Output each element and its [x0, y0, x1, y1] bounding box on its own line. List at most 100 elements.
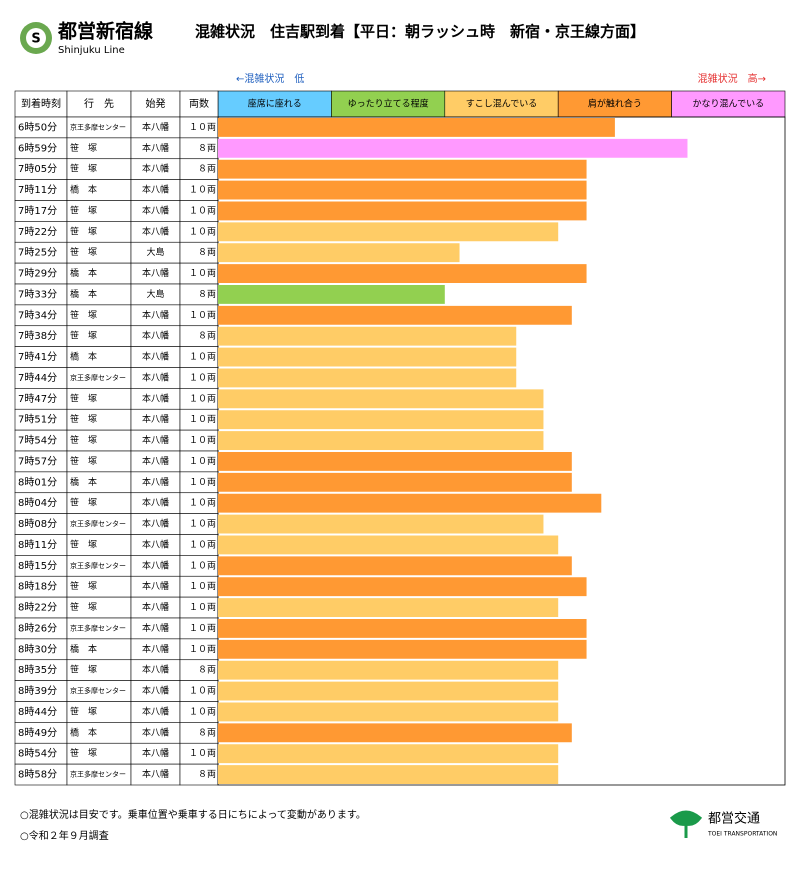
table-text: 笹 塚: [70, 204, 97, 216]
table-text: １０両: [189, 519, 216, 530]
legend-swatch: [217, 90, 332, 118]
bar: [218, 493, 602, 513]
table-text: １０両: [189, 435, 216, 446]
logo-letter: S: [31, 32, 40, 47]
table-text: １０両: [189, 477, 216, 488]
table-text: 笹 塚: [70, 392, 97, 404]
bar: [218, 326, 517, 346]
table-text: 笹 塚: [70, 455, 97, 467]
table-text: 笹 塚: [70, 664, 97, 676]
table-text: 7時51分: [18, 414, 57, 426]
table-text: 7時11分: [18, 184, 57, 196]
table-text: 7時25分: [18, 247, 57, 259]
table-text: １０両: [189, 581, 216, 592]
table-text: 本八幡: [142, 643, 169, 655]
table-text: １０両: [189, 268, 216, 279]
table-text: 7時57分: [18, 455, 57, 467]
table-text: 7時17分: [18, 205, 57, 217]
bar: [218, 472, 572, 492]
table-text: 本八幡: [142, 559, 169, 571]
legend-swatch: [671, 90, 786, 118]
table-text: 橋 本: [70, 726, 97, 738]
table-text: 本八幡: [142, 622, 169, 634]
table-text: 8時26分: [18, 622, 57, 634]
legend-label: かなり混んでいる: [693, 99, 765, 110]
table-text: 7時44分: [18, 372, 57, 384]
table-text: 本八幡: [142, 267, 169, 279]
table-text: 本八幡: [142, 685, 169, 697]
bar: [218, 243, 460, 263]
line-name-en: Shinjuku Line: [58, 45, 125, 56]
table-text: 本八幡: [142, 497, 169, 509]
bar: [218, 264, 587, 283]
table-text: 7時54分: [18, 435, 57, 447]
table-text: 京王多摩センター: [70, 770, 126, 779]
bar: [218, 639, 587, 659]
header-cell: [179, 90, 219, 118]
table-text: 7時41分: [18, 351, 57, 363]
table-text: 笹 塚: [70, 163, 97, 175]
table-text: 本八幡: [142, 371, 169, 383]
table-text: 京王多摩センター: [70, 561, 126, 570]
table-text: ８両: [198, 665, 216, 676]
table-text: １０両: [189, 122, 216, 133]
bar: [218, 660, 559, 680]
legend-label: 座席に座れる: [248, 98, 302, 110]
table-text: 7時47分: [18, 393, 57, 405]
table-text: 本八幡: [142, 392, 169, 404]
note: ○混雑状況は目安です。乗車位置や乗車する日にちによって変動があります。: [20, 808, 366, 821]
title: 混雑状況 住吉駅到着【平日：朝ラッシュ時 新宿・京王線方面】: [195, 23, 645, 41]
table-text: １０両: [189, 372, 216, 383]
table-text: 本八幡: [142, 455, 169, 467]
table-text: 8時58分: [18, 769, 57, 781]
table-text: 7時05分: [18, 163, 57, 175]
table-text: 本八幡: [142, 225, 169, 237]
bar: [218, 201, 587, 221]
table-text: 笹 塚: [70, 309, 97, 321]
table-text: １０両: [189, 414, 216, 425]
table-text: ８両: [198, 164, 216, 175]
line-name: 都営新宿線: [57, 20, 153, 43]
table-text: 笹 塚: [70, 538, 97, 550]
bar: [218, 138, 688, 158]
table-text: 本八幡: [142, 204, 169, 216]
table-text: 8時15分: [18, 560, 57, 572]
brand-en: TOEI TRANSPORTATION: [707, 831, 777, 838]
table-text: 8時44分: [18, 706, 57, 718]
bar: [218, 556, 572, 576]
bar: [218, 744, 559, 764]
table-text: １０両: [189, 686, 216, 697]
table-text: 本八幡: [142, 518, 169, 530]
table-text: 本八幡: [142, 580, 169, 592]
table-text: 本八幡: [142, 705, 169, 717]
table-text: 本八幡: [142, 664, 169, 676]
table-text: 8時18分: [18, 581, 57, 593]
table-text: １０両: [189, 748, 216, 759]
table-text: 大島: [146, 288, 164, 300]
table-text: 橋 本: [70, 476, 97, 488]
table-text: 笹 塚: [70, 225, 97, 237]
column-header: 始発: [146, 97, 166, 110]
table-text: 笹 塚: [70, 330, 97, 342]
table-text: １０両: [189, 623, 216, 634]
table-text: １０両: [189, 393, 216, 404]
table-text: 7時29分: [18, 268, 57, 280]
table-text: 橋 本: [70, 288, 97, 300]
table-text: 8時30分: [18, 643, 57, 655]
legend-swatch: [444, 90, 559, 118]
table-text: 本八幡: [142, 768, 169, 780]
bar: [218, 619, 587, 638]
bar: [218, 681, 559, 701]
table-text: 8時01分: [18, 476, 57, 488]
table-text: 7時34分: [18, 309, 57, 321]
legend-label: 肩が触れ合う: [588, 98, 642, 110]
table-text: 本八幡: [142, 413, 169, 425]
table-text: １０両: [189, 498, 216, 509]
table-text: 京王多摩センター: [70, 373, 126, 382]
table-text: 本八幡: [142, 309, 169, 321]
table-text: １０両: [189, 456, 216, 467]
table-text: 8時54分: [18, 748, 57, 760]
table-text: 6時50分: [18, 121, 57, 133]
table-text: 本八幡: [142, 184, 169, 196]
